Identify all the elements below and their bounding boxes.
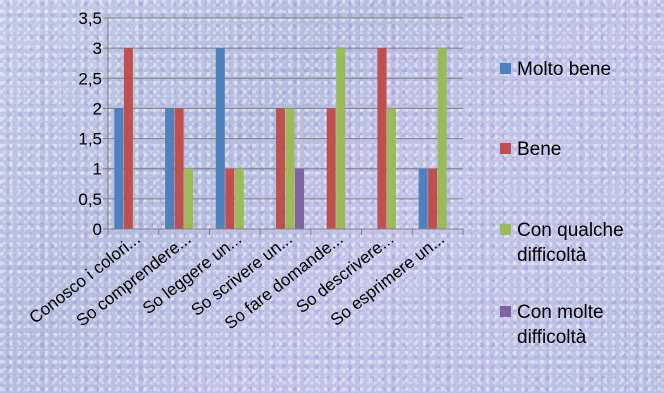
y-tick-label: 2,5 (78, 69, 102, 88)
bar (234, 168, 244, 229)
axes (103, 17, 464, 235)
y-tick-label: 0 (93, 220, 102, 239)
bar (114, 108, 124, 229)
bar (418, 168, 428, 229)
bars (114, 48, 447, 230)
bar (295, 168, 304, 229)
legend-item-bene: Bene (500, 137, 657, 162)
y-tick-label: 1,5 (78, 130, 102, 149)
bar (326, 108, 336, 229)
bar (123, 48, 133, 230)
bar (276, 108, 285, 229)
y-tick-label: 2 (93, 99, 102, 118)
y-tick-label: 3,5 (78, 9, 102, 28)
legend-label-bene: Bene (517, 139, 562, 160)
bar (285, 108, 295, 229)
legend: Molto bene Bene Con qualche difficoltà C… (500, 0, 664, 393)
legend-item-molto-bene: Molto bene (500, 57, 657, 82)
y-tick-labels: 0 0,5 1 1,5 2 2,5 3 3,5 (78, 9, 102, 239)
legend-swatch-bene (500, 143, 511, 154)
bar (184, 168, 194, 229)
legend-swatch-molto-bene (500, 63, 511, 74)
bar (437, 48, 447, 230)
bar (377, 48, 387, 230)
bar (336, 48, 346, 230)
legend-swatch-con-qualche-difficolta (500, 224, 511, 235)
legend-swatch-con-molte-difficolta (500, 306, 511, 317)
legend-item-con-molte-difficolta: Con molte difficoltà (500, 300, 657, 350)
legend-label-con-molte-difficolta: Con molte difficoltà (517, 302, 604, 348)
bar (428, 168, 438, 229)
y-tick-label: 3 (93, 39, 102, 58)
bar (215, 48, 225, 230)
legend-label-molto-bene: Molto bene (517, 59, 612, 80)
bar (174, 108, 184, 229)
bar (386, 108, 396, 229)
legend-label-con-qualche-difficolta: Con qualche difficoltà (517, 220, 624, 266)
legend-item-con-qualche-difficolta: Con qualche difficoltà (500, 218, 657, 268)
x-tick-labels: Conosco i colori...So comprendere...So l… (26, 229, 448, 333)
bar (225, 168, 235, 229)
y-tick-label: 1 (93, 160, 102, 179)
bar (165, 108, 175, 229)
y-tick-label: 0,5 (78, 190, 102, 209)
